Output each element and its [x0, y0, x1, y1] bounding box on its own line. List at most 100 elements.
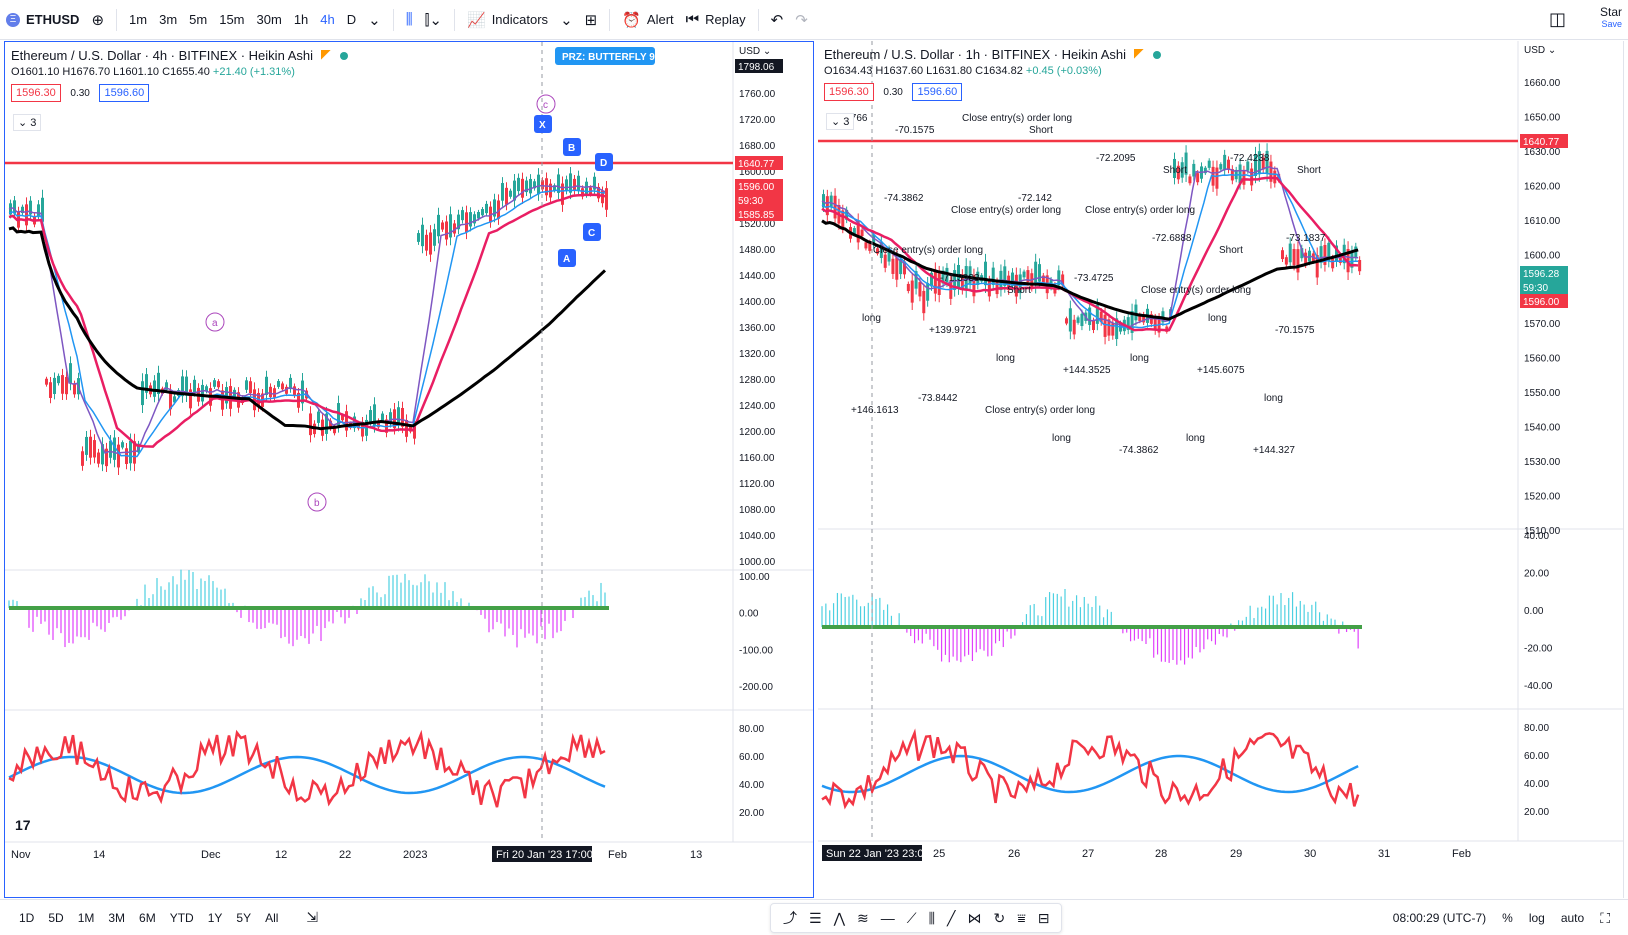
chart-pane-right[interactable]: 1660.00 1650.00 1630.00 1620.00 1610.00 1600.…: [818, 41, 1624, 898]
vertical-lines-icon[interactable]: ⫼: [928, 909, 936, 926]
trade-annotation: -72.142: [1018, 193, 1052, 204]
indicators-button[interactable]: 📈 Indicators: [461, 0, 554, 40]
candle-body: [473, 214, 476, 224]
ohlc-values: O1601.10 H1676.70 L1601.10 C1655.40 +21.…: [11, 66, 348, 78]
candle-body: [1281, 250, 1284, 260]
range-3m[interactable]: 3M: [108, 910, 126, 925]
horizontal-line-icon[interactable]: —: [880, 910, 895, 926]
interval-4h[interactable]: 4h: [320, 12, 335, 27]
chevron-down-icon[interactable]: ⌄: [368, 11, 381, 29]
buy-price-button[interactable]: 1596.60: [99, 84, 150, 102]
ohlc-open: O1601.10: [11, 66, 60, 78]
trade-annotation: long: [1130, 353, 1149, 364]
redo-icon[interactable]: ↷: [795, 11, 808, 29]
line-icon[interactable]: ╱: [947, 909, 956, 926]
interval-30m[interactable]: 30m: [256, 12, 282, 27]
clock-label[interactable]: 08:00:29 (UTC-7): [1392, 911, 1487, 925]
lines-icon[interactable]: ☰: [809, 909, 822, 926]
pattern-icon[interactable]: ⋀: [833, 909, 846, 926]
alert-button[interactable]: ⏰ Alert: [616, 0, 679, 40]
indicator-collapse-button[interactable]: ⌄ 3: [826, 113, 855, 130]
candle-body: [325, 413, 328, 434]
ohlc-high: H1676.70: [62, 66, 111, 78]
chart-pane-left[interactable]: 1760.001720.001680.001600.001560.001520.…: [4, 41, 814, 898]
star-save[interactable]: Star Save: [1600, 6, 1622, 30]
price-tick-label: 1120.00: [739, 479, 775, 490]
undo-icon[interactable]: ↶: [770, 11, 784, 29]
candle-body: [1095, 304, 1099, 324]
currency-label: USD ⌄: [739, 46, 771, 57]
plus-circle-icon[interactable]: ⊕: [91, 11, 105, 29]
bar-style-icon[interactable]: ⫿⌄: [424, 11, 442, 29]
replay-button[interactable]: ⏮ Replay: [680, 0, 752, 40]
rsi-blue-line: [821, 754, 1359, 794]
chevron-down-icon[interactable]: ⌄: [560, 11, 573, 29]
interval-15m[interactable]: 15m: [219, 12, 245, 27]
bottom-toolbar: 1D 5D 1M 3M 6M YTD 1Y 5Y All ⇲ ⤴ ☰ ⋀ ≋ —…: [0, 899, 1628, 935]
interval-d[interactable]: D: [346, 12, 357, 27]
fib-icon[interactable]: ≋: [857, 909, 869, 926]
symbol-search[interactable]: Ξ ETHUSD: [0, 0, 85, 40]
price-tick-label: 1600.00: [1524, 250, 1561, 261]
candle-body: [879, 241, 883, 258]
interval-1h[interactable]: 1h: [293, 12, 309, 27]
range-ytd[interactable]: YTD: [169, 910, 194, 925]
range-all[interactable]: All: [265, 910, 279, 925]
range-1y[interactable]: 1Y: [207, 910, 223, 925]
fullscreen-icon[interactable]: ⛶: [1600, 909, 1610, 926]
xabcd-icon[interactable]: ⋈: [967, 909, 982, 926]
cycle-icon[interactable]: ↻: [993, 909, 1006, 926]
layout-icon[interactable]: ⊞: [584, 11, 598, 29]
range-5d[interactable]: 5D: [48, 910, 64, 925]
range-1m[interactable]: 1M: [77, 910, 95, 925]
channel-icon[interactable]: ⩸: [1017, 909, 1026, 926]
split-view-icon[interactable]: ◫: [1548, 9, 1566, 29]
interval-5m[interactable]: 5m: [189, 12, 208, 27]
candle-body: [205, 386, 208, 392]
rsi-red-line: [821, 728, 1360, 810]
price-tick-label: 1650.00: [1524, 112, 1561, 123]
candle-body: [1227, 159, 1230, 170]
buy-price-button[interactable]: 1596.60: [912, 83, 963, 101]
trade-annotation: -73.1837: [1286, 233, 1326, 244]
candle-body: [968, 266, 972, 284]
candle-body: [141, 381, 144, 406]
percent-toggle[interactable]: %: [1502, 911, 1513, 925]
range-5y[interactable]: 5Y: [236, 910, 252, 925]
range-6m[interactable]: 6M: [139, 910, 156, 925]
sell-price-button[interactable]: 1596.30: [824, 83, 874, 101]
log-toggle[interactable]: log: [1528, 911, 1545, 925]
candle-body: [101, 444, 104, 465]
second-price-label: 1596.00: [1523, 297, 1560, 308]
interval-3m[interactable]: 3m: [159, 12, 178, 27]
candle-body: [561, 183, 564, 205]
countdown-label-bg: [1520, 280, 1568, 294]
candle-body: [1072, 319, 1076, 335]
candle-body: [852, 228, 856, 235]
interval-1m[interactable]: 1m: [129, 12, 148, 27]
candle-body: [65, 376, 68, 395]
prz-label: PRZ: BUTTERFLY 9: [562, 52, 655, 63]
ray-icon[interactable]: ⟋: [906, 909, 917, 926]
price-tick-label: 1510.00: [1524, 526, 1561, 537]
candle-body: [185, 376, 188, 396]
candle-body: [1076, 317, 1080, 323]
trade-annotation: +144.3525: [1063, 365, 1111, 376]
candles-icon[interactable]: ⫼: [405, 11, 413, 28]
trade-annotation: +145.6075: [1197, 365, 1245, 376]
candle-body: [1142, 314, 1146, 323]
ma-red-line: [8, 193, 606, 448]
trend-icon[interactable]: ⤴: [783, 910, 797, 926]
sell-price-button[interactable]: 1596.30: [11, 84, 61, 102]
gann-icon[interactable]: ⊟: [1037, 909, 1050, 926]
candle-body: [899, 259, 903, 275]
ohlc-low: L1631.80: [926, 65, 973, 77]
candle-body: [317, 411, 320, 423]
range-1d[interactable]: 1D: [19, 910, 35, 925]
date-range-icon[interactable]: ⇲: [306, 909, 319, 925]
indicator-collapse-button[interactable]: ⌄ 3: [13, 114, 42, 131]
auto-toggle[interactable]: auto: [1560, 911, 1585, 925]
candle-body: [1250, 168, 1254, 186]
chart-canvas-right[interactable]: 1660.00 1650.00 1630.00 1620.00 1610.00 1600.…: [818, 41, 1624, 896]
chart-canvas-left[interactable]: 1760.001720.001680.001600.001560.001520.…: [5, 42, 813, 897]
